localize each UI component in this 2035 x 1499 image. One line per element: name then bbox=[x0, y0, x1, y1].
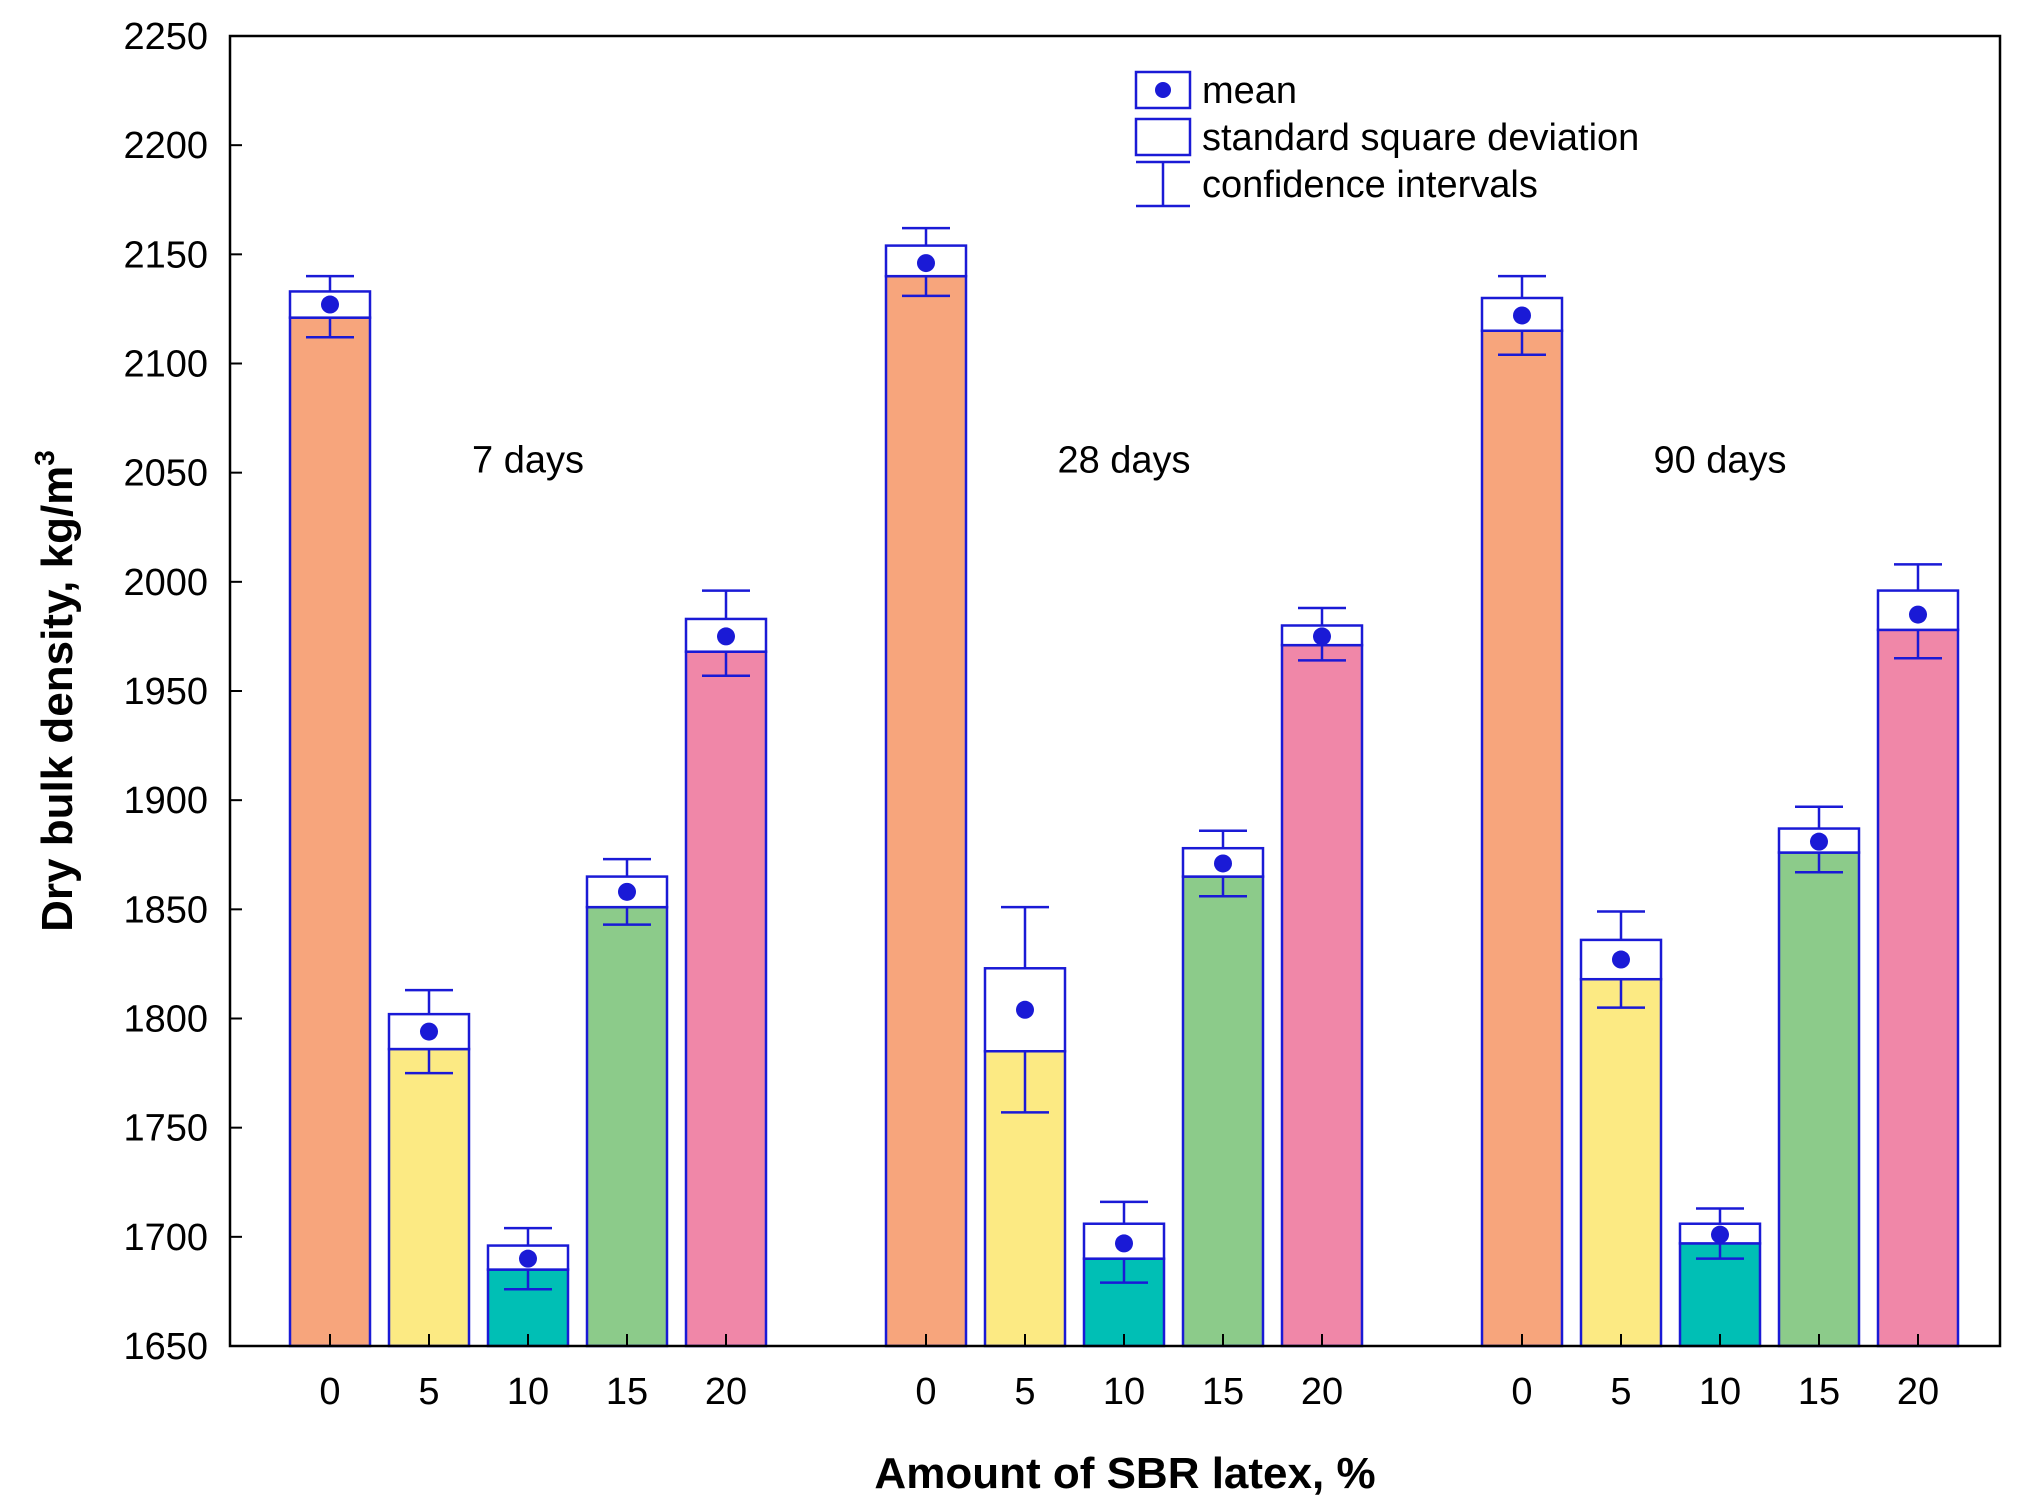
y-axis-title: Dry bulk density, kg/m3 bbox=[29, 450, 82, 932]
x-tick-label: 20 bbox=[705, 1371, 747, 1413]
y-axis-ticks: 1650 1700 1750 1800 1850 1900 1950 2000 2050 2100… bbox=[123, 16, 242, 1368]
y-tick-label: 1800 bbox=[123, 999, 208, 1041]
bar bbox=[288, 316, 372, 1348]
bars-layer bbox=[288, 226, 1960, 1348]
bar bbox=[1579, 977, 1663, 1348]
x-tick-label: 20 bbox=[1301, 1371, 1343, 1413]
x-tick-label: 0 bbox=[915, 1371, 936, 1413]
legend-mean-dot-icon bbox=[1155, 82, 1171, 98]
mean-point bbox=[420, 1022, 438, 1041]
x-tick-label: 0 bbox=[319, 1371, 340, 1413]
bar bbox=[1678, 1242, 1762, 1348]
mean-point bbox=[1313, 627, 1331, 646]
bar bbox=[585, 905, 669, 1348]
x-tick-label: 15 bbox=[606, 1371, 648, 1413]
mean-point bbox=[917, 254, 935, 273]
group-label: 28 days bbox=[1057, 440, 1190, 482]
bar bbox=[884, 274, 968, 1348]
x-tick-label: 15 bbox=[1798, 1371, 1840, 1413]
legend-ci-label: confidence intervals bbox=[1202, 164, 1538, 206]
mean-point bbox=[1115, 1234, 1133, 1253]
bar bbox=[1480, 329, 1564, 1348]
mean-point bbox=[1810, 832, 1828, 851]
x-tick-label: 5 bbox=[418, 1371, 439, 1413]
mean-point bbox=[1909, 605, 1927, 624]
y-tick-label: 1950 bbox=[123, 671, 208, 713]
y-tick-label: 1750 bbox=[123, 1108, 208, 1150]
y-tick-label: 1650 bbox=[123, 1326, 208, 1368]
group-labels: 7 days 28 days 90 days bbox=[472, 440, 1787, 482]
y-tick-label: 1850 bbox=[123, 889, 208, 931]
x-tick-label: 15 bbox=[1202, 1371, 1244, 1413]
y-tick-label: 2250 bbox=[123, 16, 208, 58]
group-label: 7 days bbox=[472, 440, 584, 482]
y-tick-label: 1900 bbox=[123, 780, 208, 822]
y-axis-title-superscript: 3 bbox=[29, 450, 60, 466]
x-axis-ticks: 0 5 10 15 20 0 5 10 15 20 0 5 10 15 20 bbox=[319, 1334, 1939, 1413]
x-axis-title: Amount of SBR latex, % bbox=[874, 1449, 1375, 1498]
legend: mean standard square deviation confidenc… bbox=[1134, 70, 1639, 208]
bar bbox=[684, 650, 768, 1348]
x-tick-label: 0 bbox=[1511, 1371, 1532, 1413]
mean-point bbox=[1016, 1000, 1034, 1019]
bar bbox=[1280, 643, 1364, 1348]
mean-point bbox=[1513, 306, 1531, 325]
mean-point bbox=[519, 1249, 537, 1268]
y-tick-label: 1700 bbox=[123, 1217, 208, 1259]
sd-box bbox=[1082, 1222, 1166, 1260]
group-label: 90 days bbox=[1653, 440, 1786, 482]
plot-frame bbox=[228, 34, 2002, 1348]
mean-point bbox=[717, 627, 735, 646]
bar bbox=[387, 1047, 471, 1348]
x-tick-label: 20 bbox=[1897, 1371, 1939, 1413]
y-axis-title-main: Dry bulk density, kg/m bbox=[33, 466, 82, 932]
x-tick-label: 5 bbox=[1610, 1371, 1631, 1413]
y-tick-label: 2000 bbox=[123, 562, 208, 604]
mean-point bbox=[1612, 950, 1630, 969]
y-tick-label: 2100 bbox=[123, 344, 208, 386]
x-tick-label: 5 bbox=[1014, 1371, 1035, 1413]
y-tick-label: 2150 bbox=[123, 234, 208, 276]
mean-point bbox=[1711, 1225, 1729, 1244]
y-tick-label: 2200 bbox=[123, 125, 208, 167]
bar bbox=[1876, 628, 1960, 1348]
bar bbox=[1181, 875, 1265, 1348]
legend-mean-label: mean bbox=[1202, 70, 1297, 112]
legend-ci-whisker-icon bbox=[1136, 160, 1190, 208]
legend-sd-label: standard square deviation bbox=[1202, 117, 1639, 159]
mean-point bbox=[321, 295, 339, 314]
mean-point bbox=[1214, 854, 1232, 873]
y-tick-label: 2050 bbox=[123, 453, 208, 495]
bar bbox=[1777, 851, 1861, 1348]
legend-sd-box-icon bbox=[1134, 117, 1192, 157]
x-tick-label: 10 bbox=[1103, 1371, 1145, 1413]
x-tick-label: 10 bbox=[507, 1371, 549, 1413]
x-tick-label: 10 bbox=[1699, 1371, 1741, 1413]
mean-point bbox=[618, 882, 636, 901]
